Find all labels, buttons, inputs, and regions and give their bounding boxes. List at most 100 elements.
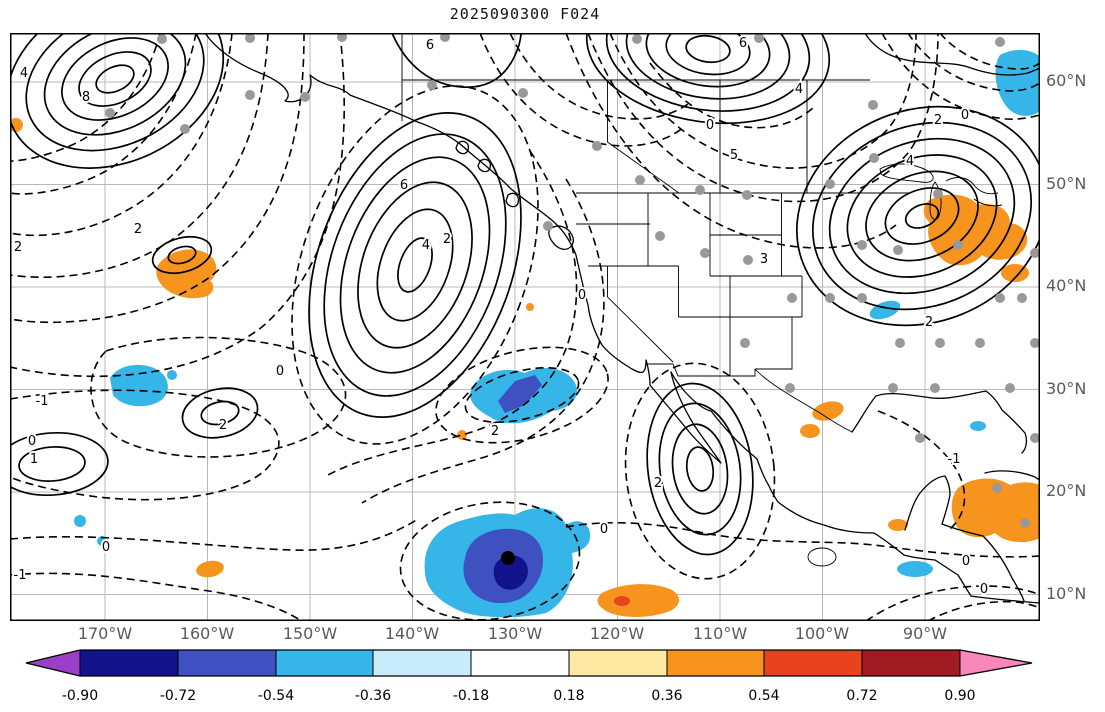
y-tick-label: 50°N	[1046, 173, 1087, 193]
contour-label: 2	[925, 315, 933, 330]
x-tick-label: 150°W	[282, 624, 338, 643]
station-dot	[592, 141, 602, 151]
x-tick-label: 100°W	[794, 624, 850, 643]
colorbar-tick-label: 0.72	[846, 688, 877, 704]
contour-label: 6	[400, 178, 408, 193]
x-tick-label: 120°W	[589, 624, 645, 643]
station-dot	[543, 221, 553, 231]
contour-label: 2	[219, 418, 227, 433]
contour-label: 2	[934, 113, 942, 128]
x-tick-label: 160°W	[179, 624, 235, 643]
state-borders	[401, 33, 910, 433]
contour-label: -1	[948, 452, 961, 467]
station-dot	[245, 90, 255, 100]
station-dot	[785, 383, 795, 393]
contour-label: 3	[760, 252, 768, 267]
station-dot	[337, 33, 347, 42]
dashed-contours	[10, 33, 1040, 621]
station-dot	[1030, 248, 1040, 258]
colorbar-tick-label: 0.36	[651, 688, 682, 704]
colorbar-tick-label: -0.36	[355, 688, 391, 704]
station-dot	[857, 293, 867, 303]
colorbar-tick-label: -0.72	[160, 688, 196, 704]
anomaly-fill-positive	[10, 118, 1040, 617]
x-tick-label: 110°W	[692, 624, 748, 643]
station-dot	[743, 255, 753, 265]
station-dot	[245, 33, 255, 43]
contour-label: 8	[82, 90, 90, 105]
station-dot	[742, 190, 752, 200]
station-dot	[635, 175, 645, 185]
contour-label: 2	[134, 222, 142, 237]
colorbar-outline	[25, 649, 1033, 677]
station-dot	[754, 33, 764, 43]
station-dot	[953, 240, 963, 250]
colorbar-segment	[862, 650, 960, 676]
station-dot	[300, 92, 310, 102]
colorbar-tick-label: -0.90	[62, 688, 98, 704]
colorbar-tick-label: 0.90	[944, 688, 975, 704]
x-tick-label: 90°W	[902, 624, 948, 643]
solid-contours	[10, 33, 1040, 556]
contour-label: 6	[739, 36, 747, 51]
contour-label: 4	[795, 82, 803, 97]
station-dot	[825, 179, 835, 189]
station-dot	[933, 189, 943, 199]
station-dot	[427, 80, 437, 90]
colorbar-segment	[373, 650, 471, 676]
station-dot	[995, 37, 1005, 47]
colorbar: -0.90 -0.72 -0.54 -0.36 -0.18 0.18 0.36 …	[25, 649, 1033, 704]
contour-label: 0	[600, 522, 608, 537]
y-tick-label: 30°N	[1046, 378, 1087, 398]
station-dot	[895, 338, 905, 348]
station-dot	[995, 293, 1005, 303]
station-dot	[740, 338, 750, 348]
station-dot	[440, 33, 450, 42]
contour-label: 2	[443, 232, 451, 247]
station-dot	[1020, 518, 1030, 528]
contour-label: 0	[980, 582, 988, 597]
x-tick-label: 140°W	[384, 624, 440, 643]
colorbar-tick-label: 0.18	[553, 688, 584, 704]
contour-label: 2	[491, 424, 499, 439]
station-dot	[1017, 293, 1027, 303]
station-dot	[105, 108, 115, 118]
contour-label: 0	[706, 118, 714, 133]
contour-label: 4	[906, 154, 914, 169]
contour-label: -1	[36, 394, 49, 409]
y-tick-label: 20°N	[1046, 481, 1087, 500]
y-tick-label: 10°N	[1046, 583, 1087, 603]
colorbar-segment	[178, 650, 276, 676]
x-tick-label: 170°W	[77, 624, 133, 643]
contour-label: 1	[30, 452, 38, 467]
contour-label: 0	[28, 434, 36, 449]
station-dot	[1005, 383, 1015, 393]
anomaly-fill-negative	[74, 49, 1040, 618]
plot-title: 2025090300 F024	[449, 5, 601, 23]
contour-label: 6	[426, 38, 434, 53]
station-dot	[1030, 338, 1040, 348]
station-dot	[180, 124, 190, 134]
station-dot	[888, 383, 898, 393]
station-dot	[787, 293, 797, 303]
colorbar-tick-label: -0.54	[258, 688, 294, 704]
station-dot	[857, 240, 867, 250]
contour-label: 4	[20, 66, 28, 81]
colorbar-segment	[569, 650, 667, 676]
contour-label: 0	[962, 554, 970, 569]
colorbar-segment	[471, 650, 569, 676]
station-dot	[992, 483, 1002, 493]
station-dot	[975, 338, 985, 348]
colorbar-segment	[80, 650, 178, 676]
y-tick-label: 60°N	[1046, 71, 1087, 90]
station-dot	[869, 153, 879, 163]
contour-label: -1	[14, 568, 27, 583]
y-tick-label: 40°N	[1046, 276, 1087, 295]
station-dot	[655, 231, 665, 241]
station-dot	[1030, 433, 1040, 443]
contour-label: 2	[14, 240, 22, 255]
station-dot	[632, 34, 642, 44]
